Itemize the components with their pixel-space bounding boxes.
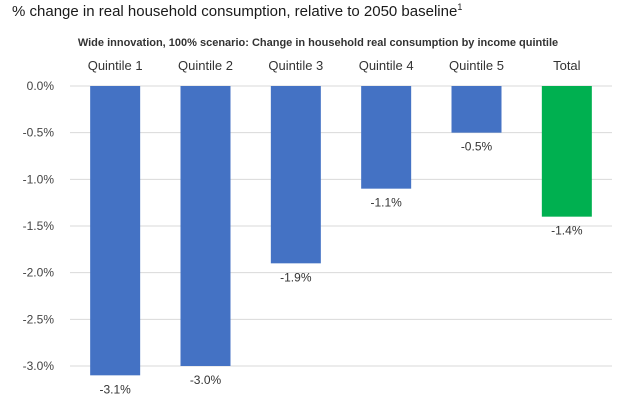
footnote-marker: 1 <box>457 2 463 12</box>
bar <box>541 86 592 217</box>
page-title-text: % change in real household consumption, … <box>12 3 458 20</box>
data-label: -1.9% <box>280 270 312 284</box>
data-label: -1.1% <box>370 196 402 210</box>
bar <box>451 86 502 133</box>
category-label: Total <box>553 58 581 73</box>
category-label: Quintile 5 <box>449 58 504 73</box>
bar <box>90 86 141 376</box>
category-label: Quintile 3 <box>268 58 323 73</box>
data-label: -3.0% <box>190 373 222 387</box>
bar <box>180 86 231 366</box>
y-tick-label: -1.5% <box>23 219 55 233</box>
data-labels: -3.1% -3.0% -1.9% -1.1% -0.5% -1.4% <box>99 140 582 397</box>
category-label: Quintile 4 <box>359 58 414 73</box>
y-tick-label: -3.0% <box>23 359 55 373</box>
chart-title: Wide innovation, 100% scenario: Change i… <box>78 37 558 49</box>
data-label: -1.4% <box>551 224 583 238</box>
y-tick-label: -1.0% <box>23 172 55 186</box>
y-tick-label: 0.0% <box>27 79 55 93</box>
data-label: -0.5% <box>461 140 493 154</box>
bars <box>90 86 592 376</box>
category-labels: Quintile 1 Quintile 2 Quintile 3 Quintile 4… <box>88 58 581 73</box>
page-title: % change in real household consumption, … <box>12 2 462 20</box>
y-tick-label: -0.5% <box>23 126 55 140</box>
data-label: -3.1% <box>99 382 131 396</box>
y-axis: 0.0% -0.5% -1.0% -1.5% -2.0% -2.5% -3.0% <box>23 79 55 373</box>
y-tick-label: -2.0% <box>23 266 55 280</box>
category-label: Quintile 2 <box>178 58 233 73</box>
bar <box>361 86 412 189</box>
bar <box>270 86 321 264</box>
y-tick-label: -2.5% <box>23 312 55 326</box>
category-label: Quintile 1 <box>88 58 143 73</box>
gridlines <box>70 85 612 367</box>
